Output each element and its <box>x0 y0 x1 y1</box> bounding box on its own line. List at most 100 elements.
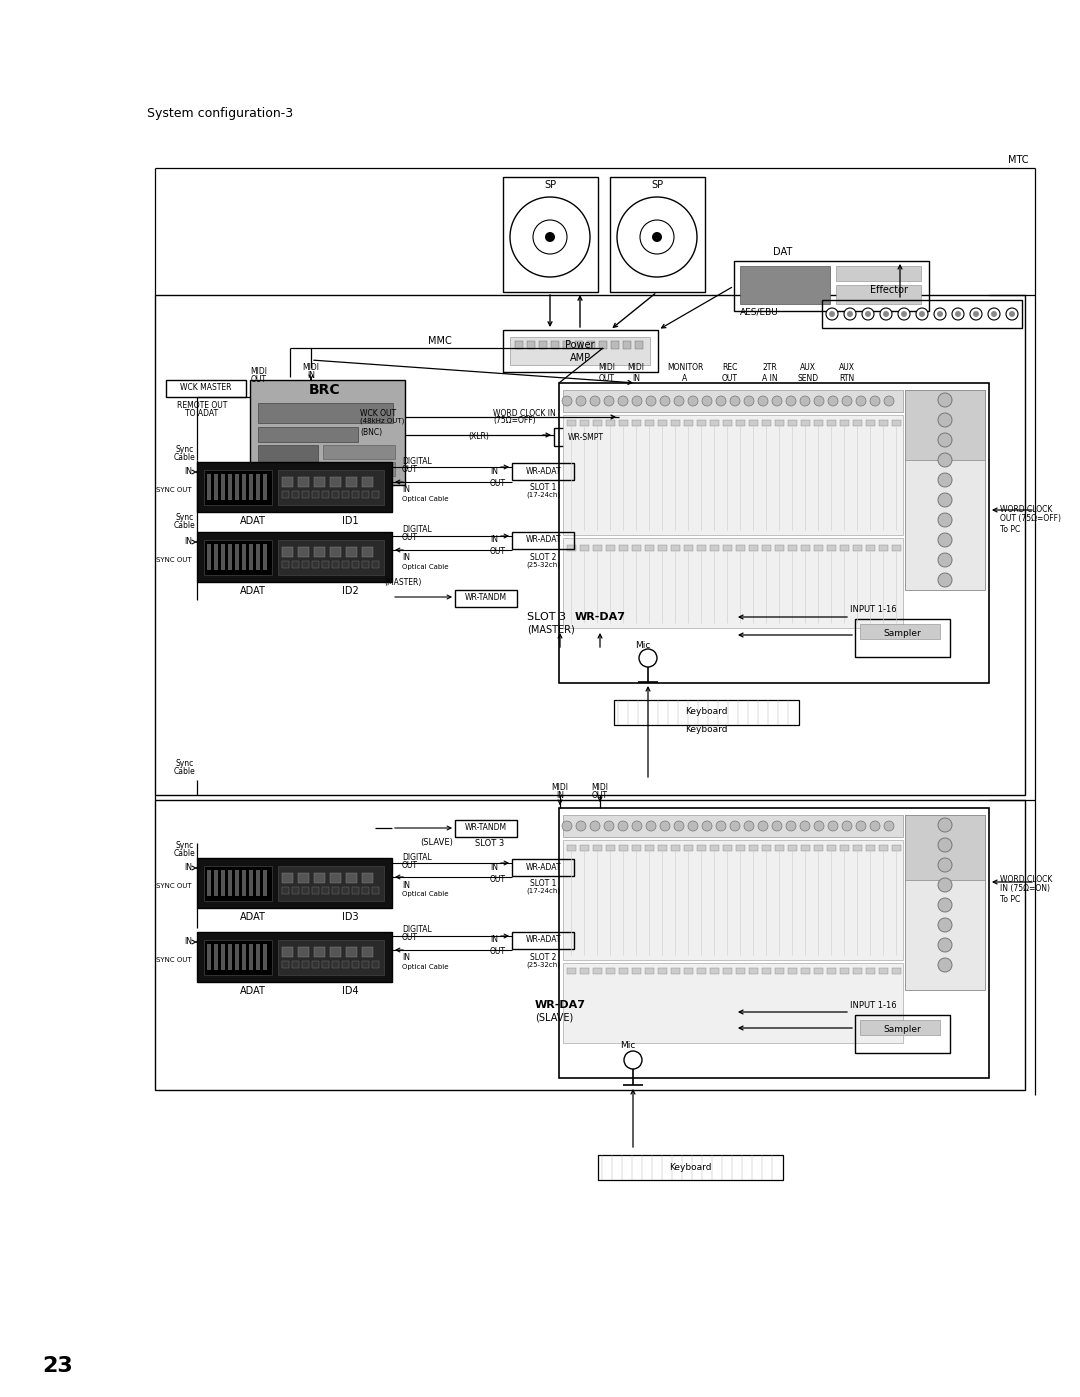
Text: Mic: Mic <box>620 1041 636 1049</box>
Bar <box>204 940 272 975</box>
Circle shape <box>885 395 894 407</box>
Bar <box>740 265 831 305</box>
Circle shape <box>604 821 615 831</box>
Bar <box>814 845 823 851</box>
Bar <box>710 545 719 550</box>
Bar <box>697 845 706 851</box>
Bar <box>619 968 627 974</box>
Bar <box>249 870 253 895</box>
Bar <box>298 947 309 957</box>
Text: AUX
SEND: AUX SEND <box>797 363 819 383</box>
Text: MMC: MMC <box>428 337 451 346</box>
Text: INPUT 1-16: INPUT 1-16 <box>850 1000 896 1010</box>
Text: (MASTER): (MASTER) <box>527 624 575 636</box>
Bar <box>645 420 654 426</box>
Bar <box>197 932 392 982</box>
Bar <box>762 545 771 550</box>
Bar <box>750 968 758 974</box>
Circle shape <box>970 307 982 320</box>
Circle shape <box>901 312 907 317</box>
Bar <box>788 845 797 851</box>
Bar <box>342 961 349 968</box>
Text: SLOT 1: SLOT 1 <box>530 482 556 492</box>
Bar <box>836 285 921 305</box>
Circle shape <box>939 858 951 872</box>
Text: MIDI: MIDI <box>251 366 268 376</box>
Bar <box>775 845 784 851</box>
Bar <box>554 427 619 446</box>
Circle shape <box>847 312 853 317</box>
Text: MONITOR
A: MONITOR A <box>666 363 703 383</box>
Bar <box>282 887 289 894</box>
Bar <box>264 474 267 500</box>
Circle shape <box>939 958 951 972</box>
Circle shape <box>828 395 838 407</box>
Bar <box>235 944 239 970</box>
Bar <box>235 474 239 500</box>
Bar <box>658 968 667 974</box>
Bar <box>575 341 583 349</box>
Bar <box>258 402 393 423</box>
Bar <box>551 341 559 349</box>
Text: Cable: Cable <box>174 767 195 775</box>
Bar <box>302 961 309 968</box>
Circle shape <box>955 312 961 317</box>
Text: (25-32ch): (25-32ch) <box>526 961 561 968</box>
Text: TO ADAT: TO ADAT <box>186 409 218 419</box>
Circle shape <box>842 821 852 831</box>
Text: Sampler: Sampler <box>883 1024 921 1034</box>
Circle shape <box>939 414 951 427</box>
Bar <box>221 474 225 500</box>
Text: ADAT: ADAT <box>240 912 266 922</box>
Circle shape <box>939 493 951 507</box>
Text: WR-ADAT: WR-ADAT <box>525 936 561 944</box>
Bar <box>346 548 357 557</box>
Bar <box>775 968 784 974</box>
Text: IN: IN <box>184 468 192 476</box>
Bar <box>697 420 706 426</box>
Circle shape <box>865 312 870 317</box>
Text: WORD CLOCK IN: WORD CLOCK IN <box>492 408 556 418</box>
Bar <box>372 961 379 968</box>
Text: Sync: Sync <box>176 514 194 522</box>
Bar <box>563 341 571 349</box>
Bar <box>314 873 325 883</box>
Bar <box>580 968 589 974</box>
Bar <box>292 961 299 968</box>
Bar <box>593 968 602 974</box>
Circle shape <box>632 395 642 407</box>
Bar <box>330 476 341 488</box>
Circle shape <box>618 395 627 407</box>
Circle shape <box>973 312 978 317</box>
Bar <box>801 545 810 550</box>
Bar <box>892 545 901 550</box>
Text: IN: IN <box>556 791 564 799</box>
Bar <box>840 968 849 974</box>
Bar <box>282 490 289 497</box>
Circle shape <box>939 433 951 447</box>
Bar <box>322 961 329 968</box>
Bar <box>362 548 373 557</box>
Circle shape <box>716 821 726 831</box>
Bar <box>214 870 218 895</box>
Bar <box>312 562 319 569</box>
Text: SYNC OUT: SYNC OUT <box>157 883 192 888</box>
Text: DIGITAL: DIGITAL <box>402 852 432 862</box>
Text: WR-ADAT: WR-ADAT <box>525 535 561 545</box>
Circle shape <box>674 395 684 407</box>
Bar <box>346 873 357 883</box>
Circle shape <box>934 307 946 320</box>
Text: Keyboard: Keyboard <box>669 1162 712 1172</box>
Bar <box>330 873 341 883</box>
Circle shape <box>590 395 600 407</box>
Bar <box>580 845 589 851</box>
Bar <box>580 420 589 426</box>
Text: Cable: Cable <box>174 454 195 462</box>
Bar <box>615 700 799 725</box>
Bar <box>645 968 654 974</box>
Bar <box>632 420 642 426</box>
Bar <box>853 845 862 851</box>
Bar <box>362 873 373 883</box>
Text: ADAT: ADAT <box>240 515 266 527</box>
Bar <box>619 845 627 851</box>
